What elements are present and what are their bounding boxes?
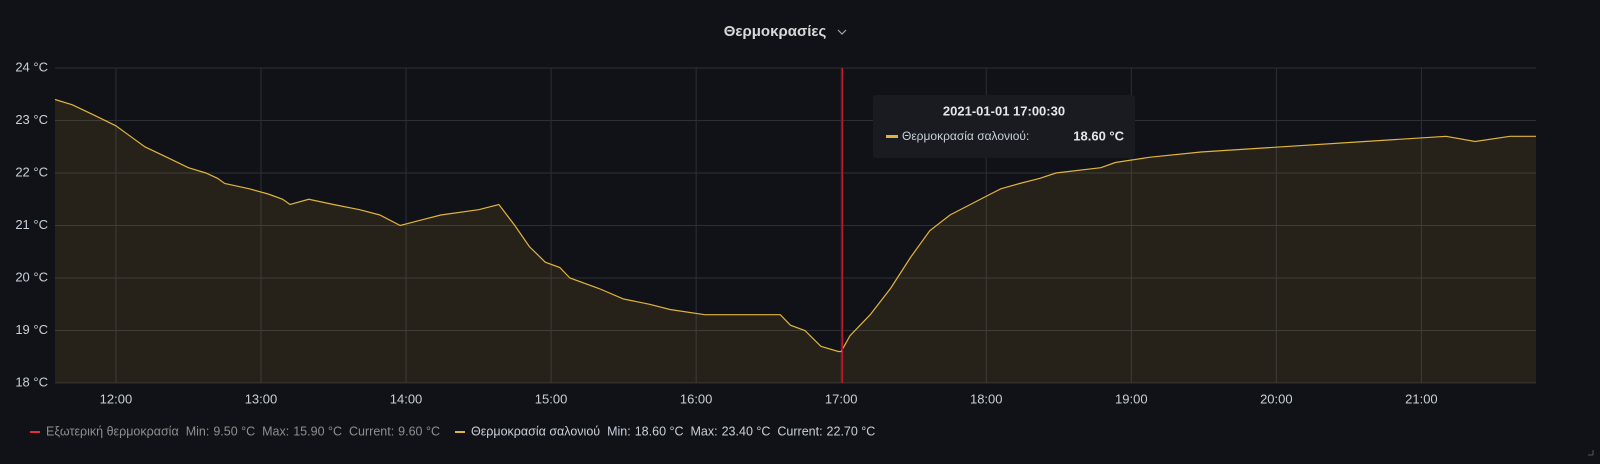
tooltip-box xyxy=(873,95,1135,158)
legend-text: 9.60 °C xyxy=(398,424,440,438)
tooltip: 2021-01-01 17:00:30 Θερμοκρασία σαλονιού:… xyxy=(873,95,1135,158)
y-tick-label: 21 °C xyxy=(15,217,48,232)
x-tick-label: 15:00 xyxy=(535,391,568,406)
y-tick-label: 22 °C xyxy=(15,164,48,179)
title-chevron[interactable] xyxy=(837,29,847,35)
tooltip-time: 2021-01-01 17:00:30 xyxy=(943,103,1065,118)
legend-text: 15.90 °C xyxy=(293,424,342,438)
panel-title[interactable]: Θερμοκρασίες xyxy=(724,23,827,40)
x-tick-label: 17:00 xyxy=(825,391,858,406)
x-tick-label: 21:00 xyxy=(1405,391,1438,406)
legend-text: 18.60 °C xyxy=(635,424,684,438)
x-tick-label: 18:00 xyxy=(970,391,1003,406)
y-tick-label: 23 °C xyxy=(15,112,48,127)
y-tick-label: 24 °C xyxy=(15,59,48,74)
legend-text: Max: xyxy=(691,424,718,438)
resize-handle[interactable] xyxy=(1588,450,1594,456)
legend-text: Max: xyxy=(262,424,289,438)
area xyxy=(55,99,1536,383)
tooltip-series: Θερμοκρασία σαλονιού: xyxy=(902,129,1029,143)
legend-text: Εξωτερική θερμοκρασία xyxy=(46,424,179,438)
line xyxy=(54,98,1536,353)
y-tick-label: 18 °C xyxy=(15,374,48,389)
x-tick-label: 13:00 xyxy=(245,391,278,406)
tooltip-value: 18.60 °C xyxy=(1073,128,1124,143)
legend-text: Current: xyxy=(349,424,394,438)
tooltip-swatch xyxy=(886,135,898,138)
x-tick-label: 12:00 xyxy=(100,391,133,406)
legend-text: 23.40 °C xyxy=(722,424,771,438)
x-tick-label: 20:00 xyxy=(1260,391,1293,406)
legend-text: Current: xyxy=(777,424,822,438)
y-tick-label: 19 °C xyxy=(15,322,48,337)
legend-text: 9.50 °C xyxy=(213,424,255,438)
x-tick-label: 19:00 xyxy=(1115,391,1148,406)
legend-text: Θερμοκρασία σαλονιού xyxy=(471,424,600,438)
y-tick-label: 20 °C xyxy=(15,269,48,284)
legend-text: Min: xyxy=(186,424,210,438)
x-tick-label: 16:00 xyxy=(680,391,713,406)
x-tick-label: 14:00 xyxy=(390,391,423,406)
legend-text: 22.70 °C xyxy=(827,424,876,438)
legend-text: Min: xyxy=(607,424,631,438)
